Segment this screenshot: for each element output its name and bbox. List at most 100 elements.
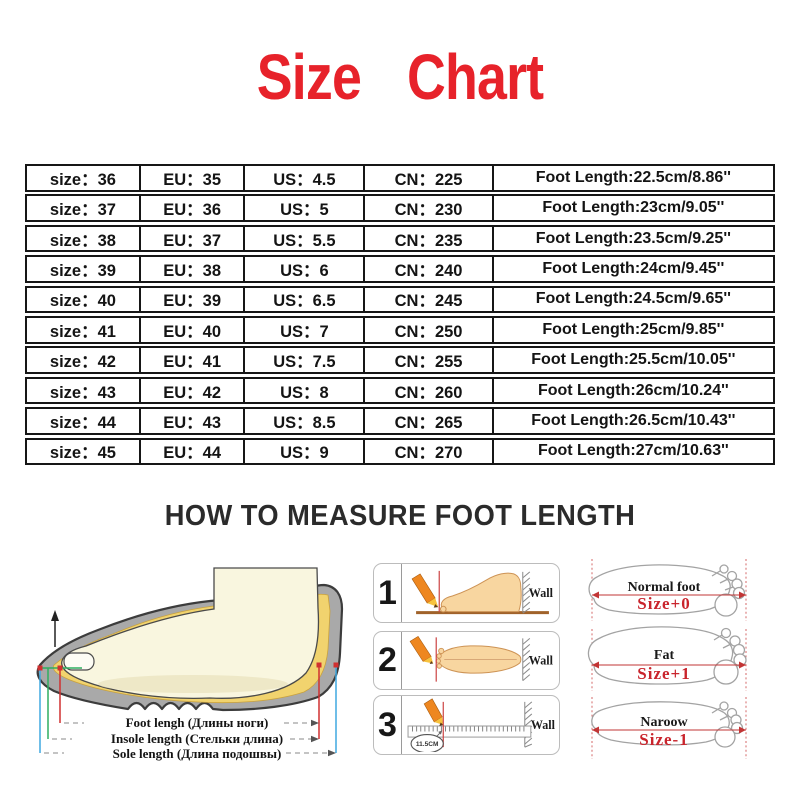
dashed-connectors xyxy=(44,722,332,754)
table-cell: EU：36 xyxy=(138,196,243,220)
foot-type-name: Normal foot xyxy=(628,580,701,595)
table-cell: Foot Length:25.5cm/10.05'' xyxy=(491,348,773,372)
table-cell: size：39 xyxy=(49,261,116,280)
measure-note-label: 11.5CM xyxy=(416,741,439,748)
step-panel-2: 2 xyxy=(373,631,560,690)
table-cell: CN：245 xyxy=(363,287,491,312)
table-cell: size：38 xyxy=(49,231,116,250)
table-cell: Foot Length:23cm/9.05'' xyxy=(491,196,773,220)
size-chart-title: Size Chart xyxy=(256,41,544,113)
table-cell: EU：42 xyxy=(138,378,243,403)
table-row: size：45 EU：44 US：9 CN：270 Foot Length:27cm/1… xyxy=(25,437,775,466)
table-cell: US：4.5 xyxy=(243,166,363,190)
table-cell: CN：250 xyxy=(363,317,491,342)
shoe-measure-diagram: Foot lengh (Длины ноги) Insole length (С… xyxy=(18,553,366,800)
pencil-icon xyxy=(409,635,434,665)
arrow-right xyxy=(739,726,746,734)
step-number: 1 xyxy=(374,564,402,622)
pencil-icon xyxy=(423,698,444,727)
table-cell: EU：39 xyxy=(138,287,243,312)
table-cell: EU：44 xyxy=(138,439,243,464)
table-cell: CN：235 xyxy=(363,226,491,251)
table-cell: EU：40 xyxy=(138,317,243,342)
table-cell: US：7.5 xyxy=(243,348,363,372)
table-cell: size：44 xyxy=(49,413,116,432)
table-cell: CN：270 xyxy=(363,439,491,464)
table-cell: Foot Length:26cm/10.24'' xyxy=(491,378,773,403)
arrow-right xyxy=(739,661,746,669)
wall-hatch-icon xyxy=(522,637,531,682)
fat-foot-outline-icon xyxy=(587,626,747,685)
table-cell: size：42 xyxy=(49,353,116,372)
arrow-left xyxy=(592,591,599,599)
measure-section-heading: HOW TO MEASURE FOOT LENGTH xyxy=(164,500,636,532)
foot-types-art: Normal foot Size+0 Fat Size+1 xyxy=(587,559,747,759)
insole-length-label: Insole length (Стельки длина) xyxy=(111,731,283,746)
foot-type-name: Fat xyxy=(654,648,675,663)
table-cell: EU：35 xyxy=(138,166,243,190)
size-table: size：36 EU：35 US：4.5 CN：225 Foot Length:22.5… xyxy=(25,164,775,468)
toes-icon xyxy=(435,647,445,669)
table-row: size：42 EU：41 US：7.5 CN：255 Foot Length:25.5… xyxy=(25,346,775,374)
table-cell: CN：255 xyxy=(363,348,491,372)
table-row: size：44 EU：43 US：8.5 CN：265 Foot Length:26.5… xyxy=(25,407,775,435)
wall-label: Wall xyxy=(529,586,554,600)
table-cell: size：45 xyxy=(49,444,116,463)
table-row: size：40 EU：39 US：6.5 CN：245 Foot Length:24.5… xyxy=(25,285,775,314)
table-cell: size：41 xyxy=(49,322,116,341)
table-cell: CN：240 xyxy=(363,257,491,281)
connector-arrows xyxy=(311,719,336,757)
table-cell: EU：38 xyxy=(138,257,243,281)
ruler-icon xyxy=(407,725,532,738)
table-row: size：37 EU：36 US：5 CN：230 Foot Length:23cm/9… xyxy=(25,194,775,222)
measure-dots xyxy=(37,662,339,671)
table-row: size：43 EU：42 US：8 CN：260 Foot Length:26cm/1… xyxy=(25,376,775,405)
table-cell: US：6.5 xyxy=(243,287,363,312)
foot-length-label: Foot lengh (Длины ноги) xyxy=(126,715,269,730)
table-cell: size：43 xyxy=(49,383,116,402)
table-row: size：41 EU：40 US：7 CN：250 Foot Length:25cm/9… xyxy=(25,315,775,344)
foot-type-size: Size+1 xyxy=(637,664,690,683)
step-number: 2 xyxy=(374,632,402,689)
step-3-art: 11.5CM Wall xyxy=(407,698,556,752)
big-toe-icon xyxy=(63,652,95,671)
table-cell: Foot Length:26.5cm/10.43'' xyxy=(491,409,773,433)
measure-steps: 1 Wall xyxy=(371,553,563,765)
table-row: size：36 EU：35 US：4.5 CN：225 Foot Length:22.5… xyxy=(25,164,775,192)
table-row: size：39 EU：38 US：6 CN：240 Foot Length:24cm/9… xyxy=(25,255,775,283)
foot-type-size: Size-1 xyxy=(639,730,688,749)
table-cell: CN：225 xyxy=(363,166,491,190)
note-pointer-arrow xyxy=(438,730,443,735)
foot-type-size: Size+0 xyxy=(637,594,690,613)
table-cell: US：5 xyxy=(243,196,363,220)
arrow-left xyxy=(592,661,599,669)
sole-length-label: Sole length (Длина подошвы) xyxy=(113,746,282,761)
table-cell: size：37 xyxy=(49,201,116,220)
step-2-art: Wall xyxy=(409,635,554,682)
normal-foot-outline-icon xyxy=(588,564,746,617)
foot-side-icon xyxy=(440,572,522,613)
table-cell: US：7 xyxy=(243,317,363,342)
table-cell: US：6 xyxy=(243,257,363,281)
wall-label: Wall xyxy=(531,718,556,732)
table-cell: CN：265 xyxy=(363,409,491,433)
table-cell: CN：230 xyxy=(363,196,491,220)
foot-type-name: Naroow xyxy=(640,715,688,730)
table-cell: Foot Length:24cm/9.45'' xyxy=(491,257,773,281)
up-arrow-icon xyxy=(51,610,59,647)
toe-icon xyxy=(439,605,447,613)
table-cell: Foot Length:22.5cm/8.86'' xyxy=(491,166,773,190)
step-1-art: Wall xyxy=(411,570,554,615)
foot-leg-icon xyxy=(61,567,320,699)
table-row: size：38 EU：37 US：5.5 CN：235 Foot Length:23.5… xyxy=(25,224,775,253)
arrow-left xyxy=(592,726,599,734)
table-cell: EU：37 xyxy=(138,226,243,251)
step-number: 3 xyxy=(374,696,402,754)
foot-shading xyxy=(98,675,288,693)
table-cell: US：9 xyxy=(243,439,363,464)
table-cell: CN：260 xyxy=(363,378,491,403)
table-cell: Foot Length:27cm/10.63'' xyxy=(491,439,773,464)
wall-hatch-icon xyxy=(522,571,531,614)
measure-note-bubble xyxy=(410,734,444,752)
arrow-right xyxy=(739,591,746,599)
